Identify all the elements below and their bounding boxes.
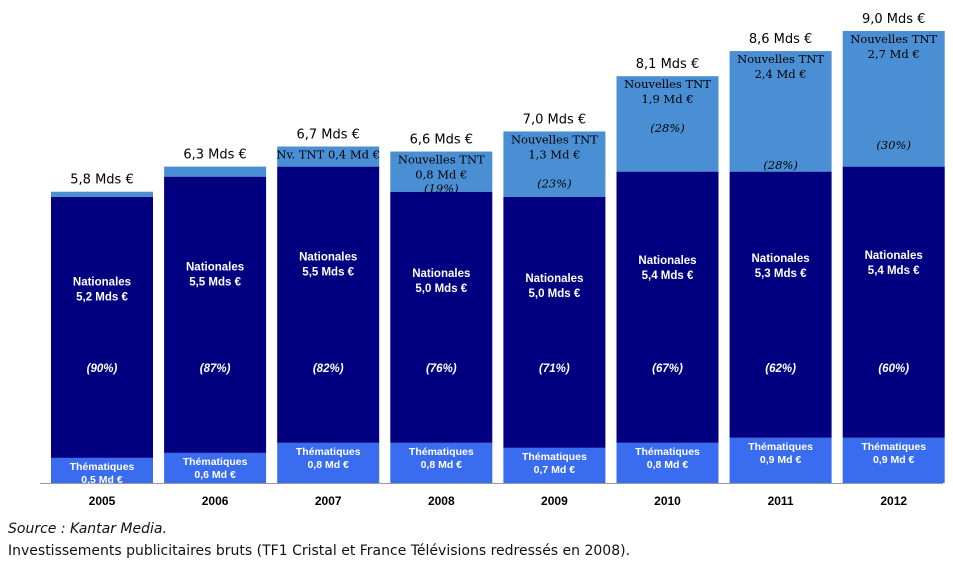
- bar-nouvelles_tnt-2010: [616, 76, 719, 172]
- bar-nationales-2008: [390, 191, 493, 443]
- bar-thematiques-2005: [51, 457, 153, 483]
- bar-nouvelles_tnt-2009: [503, 131, 606, 197]
- label-nationales-2007: 5,5 Mds €: [302, 267, 354, 279]
- label-thematiques-2007: 0,8 Md €: [307, 459, 349, 471]
- share-nationales-2010: (67%): [652, 363, 683, 375]
- bar-nouvelles_tnt-2012: [842, 31, 945, 167]
- label-thematiques-2006: Thématiques: [183, 456, 248, 468]
- label-tnt-2012: 2,7 Md €: [868, 47, 920, 61]
- bar-nouvelles_tnt-2011: [729, 51, 832, 172]
- bar-nouvelles_tnt-2005: [51, 191, 153, 197]
- total-label-2009: 7,0 Mds €: [523, 112, 586, 127]
- label-thematiques-2005: 0,5 Md €: [81, 474, 123, 486]
- bar-thematiques-2006: [164, 452, 267, 483]
- label-thematiques-2008: 0,8 Md €: [421, 459, 463, 471]
- label-thematiques-2006: 0,6 Md €: [194, 469, 236, 481]
- label-nationales-2009: Nationales: [525, 273, 583, 285]
- x-tick-label-2011: 2011: [768, 494, 794, 508]
- total-label-2006: 6,3 Mds €: [183, 148, 246, 163]
- label-nationales-2012: 5,4 Mds €: [868, 265, 920, 277]
- bar-nationales-2011: [729, 171, 832, 438]
- x-tick-label-2007: 2007: [315, 494, 342, 508]
- total-label-2011: 8,6 Mds €: [749, 32, 812, 47]
- bar-nationales-2005: [51, 196, 153, 458]
- label-nationales-2012: Nationales: [865, 250, 923, 262]
- label-tnt-2010: 1,9 Md €: [641, 92, 693, 106]
- bar-nouvelles_tnt-2007: [277, 146, 380, 167]
- label-tnt-2008: Nouvelles TNT: [398, 153, 485, 167]
- total-label-2005: 5,8 Mds €: [70, 173, 133, 188]
- x-tick-label-2006: 2006: [202, 494, 229, 508]
- bar-thematiques-2008: [390, 442, 493, 483]
- x-tick-label-2012: 2012: [880, 494, 907, 508]
- total-label-2007: 6,7 Mds €: [296, 128, 359, 143]
- label-nationales-2006: 5,5 Mds €: [189, 277, 241, 289]
- bar-nationales-2006: [164, 176, 267, 453]
- bar-thematiques-2012: [842, 437, 945, 483]
- share-nationales-2009: (71%): [539, 363, 570, 375]
- share-tnt-2010: (28%): [650, 121, 685, 135]
- label-tnt-2008: 0,8 Md €: [415, 168, 467, 182]
- total-label-2012: 9,0 Mds €: [862, 12, 925, 27]
- share-nationales-2005: (90%): [87, 363, 118, 375]
- bar-nouvelles_tnt-2008: [390, 151, 493, 192]
- label-nationales-2007: Nationales: [299, 252, 357, 264]
- label-tnt-2009: Nouvelles TNT: [511, 132, 598, 146]
- label-nationales-2010: 5,4 Mds €: [642, 270, 694, 282]
- x-tick-label-2010: 2010: [654, 494, 681, 508]
- label-nationales-2011: 5,3 Mds €: [755, 268, 807, 280]
- label-tnt-2010: Nouvelles TNT: [624, 77, 711, 91]
- label-nationales-2005: Nationales: [73, 277, 131, 289]
- footnote: Investissements publicitaires bruts (TF1…: [8, 543, 631, 559]
- share-tnt-2011: (28%): [763, 158, 798, 172]
- label-tnt-2012: Nouvelles TNT: [850, 32, 937, 46]
- bar-thematiques-2011: [729, 437, 832, 483]
- label-thematiques-2012: 0,9 Md €: [873, 454, 915, 466]
- share-tnt-2008: (19%): [424, 182, 459, 196]
- bar-nationales-2012: [842, 166, 945, 438]
- label-tnt-2011: Nouvelles TNT: [737, 52, 824, 66]
- share-nationales-2007: (82%): [313, 363, 344, 375]
- share-nationales-2006: (87%): [200, 363, 231, 375]
- label-tnt-2009: 1,3 Md €: [528, 147, 580, 161]
- total-label-2010: 8,1 Mds €: [636, 57, 699, 72]
- bar-nationales-2010: [616, 171, 719, 443]
- label-thematiques-2011: 0,9 Md €: [760, 454, 802, 466]
- total-label-2008: 6,6 Mds €: [410, 133, 473, 148]
- share-tnt-2012: (30%): [876, 138, 911, 152]
- label-nationales-2006: Nationales: [186, 262, 244, 274]
- bar-nationales-2009: [503, 196, 606, 448]
- label-thematiques-2005: Thématiques: [70, 461, 135, 473]
- bar-nationales-2007: [277, 166, 380, 443]
- share-nationales-2012: (60%): [878, 363, 909, 375]
- share-tnt-2009: (23%): [537, 176, 572, 190]
- label-nationales-2008: Nationales: [412, 268, 470, 280]
- bar-thematiques-2007: [277, 442, 380, 483]
- bar-thematiques-2010: [616, 442, 719, 483]
- source-note: Source : Kantar Media.: [8, 521, 167, 537]
- x-tick-label-2009: 2009: [541, 494, 568, 508]
- x-tick-label-2005: 2005: [89, 494, 116, 508]
- label-nationales-2005: 5,2 Mds €: [76, 292, 128, 304]
- label-thematiques-2007: Thématiques: [296, 446, 361, 458]
- label-tnt-2007: Nv. TNT 0,4 Md €: [276, 148, 380, 162]
- bar-thematiques-2009: [503, 447, 606, 483]
- label-nationales-2011: Nationales: [752, 253, 810, 265]
- label-thematiques-2009: Thématiques: [522, 451, 587, 463]
- share-nationales-2008: (76%): [426, 363, 457, 375]
- label-nationales-2009: 5,0 Mds €: [529, 288, 581, 300]
- share-nationales-2011: (62%): [765, 363, 796, 375]
- label-thematiques-2010: 0,8 Md €: [647, 459, 689, 471]
- x-tick-label-2008: 2008: [428, 494, 455, 508]
- label-nationales-2010: Nationales: [638, 255, 696, 267]
- label-thematiques-2012: Thématiques: [861, 441, 926, 453]
- bar-nouvelles_tnt-2006: [164, 166, 267, 177]
- label-thematiques-2008: Thématiques: [409, 446, 474, 458]
- label-thematiques-2011: Thématiques: [748, 441, 813, 453]
- label-thematiques-2009: 0,7 Md €: [534, 464, 576, 476]
- label-nationales-2008: 5,0 Mds €: [415, 283, 467, 295]
- label-tnt-2011: 2,4 Md €: [755, 67, 807, 81]
- label-thematiques-2010: Thématiques: [635, 446, 700, 458]
